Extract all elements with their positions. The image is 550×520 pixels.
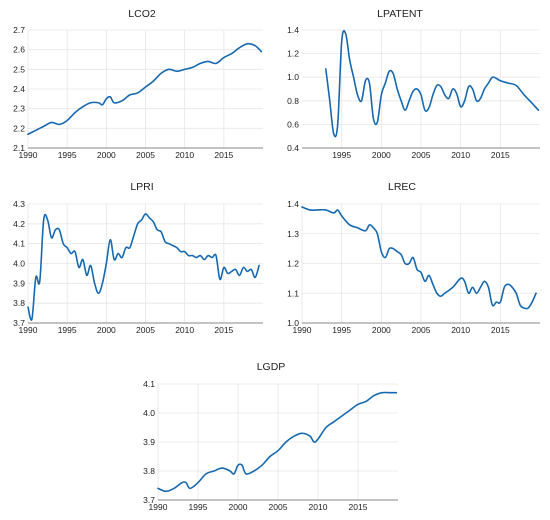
x-tick-label: 1995 (332, 325, 351, 335)
x-tick-label: 2015 (491, 150, 510, 160)
chart-panel-lgdp: LGDP 1990 1995 2000 2005 2010 2015 3.7 3.8 3.9 4.0… (143, 361, 398, 512)
chart-panel-lrec: LREC 1990 1995 2000 2005 2010 2015 1.0 1.1 1.2 1.3… (287, 181, 540, 335)
x-tick-label: 2010 (175, 150, 194, 160)
x-tick-label: 2005 (136, 150, 155, 160)
y-tick-label: 3.8 (13, 298, 25, 308)
y-tick-label: 0.8 (287, 96, 299, 106)
chart-panel-lco2: LCO2 1990 1995 2000 2005 2010 2015 2.1 2.2 2.3 2.4… (13, 8, 263, 160)
x-tick-label: 2005 (412, 325, 431, 335)
y-tick-label: 4.1 (13, 239, 25, 249)
y-tick-label: 0.4 (287, 143, 299, 153)
x-tick-label: 1995 (58, 150, 77, 160)
y-tick-label: 3.9 (143, 437, 155, 447)
chart-title: LPRI (130, 181, 153, 193)
x-tick-label: 2000 (97, 150, 116, 160)
y-tick-label: 1.4 (287, 25, 299, 35)
x-tick-label: 1995 (332, 150, 351, 160)
y-tick-label: 1.0 (287, 318, 299, 328)
y-tick-label: 3.8 (143, 466, 155, 476)
x-tick-label: 1995 (58, 325, 77, 335)
y-tick-label: 2.6 (13, 45, 25, 55)
x-tick-label: 2015 (214, 325, 233, 335)
y-tick-label: 4.1 (143, 379, 155, 389)
chart-title: LPATENT (377, 8, 423, 20)
chart-panel-lpri: LPRI 1990 1995 2000 2005 2010 2015 3.7 3.8 3.9 4.0… (13, 181, 263, 335)
chart-panel-lpatent: LPATENT 1995 2000 2005 2010 2015 0.4 0.6 0.8 1.0 1… (287, 8, 540, 160)
y-tick-label: 3.7 (13, 318, 25, 328)
chart-title: LREC (388, 181, 416, 193)
y-tick-label: 1.3 (287, 229, 299, 239)
x-tick-label: 2010 (309, 502, 328, 512)
y-tick-label: 2.1 (13, 143, 25, 153)
x-tick-label: 2015 (214, 150, 233, 160)
x-tick-label: 1990 (149, 502, 168, 512)
y-tick-label: 4.2 (13, 219, 25, 229)
y-tick-label: 1.4 (287, 199, 299, 209)
series-line (325, 30, 540, 138)
x-tick-label: 2010 (175, 325, 194, 335)
chart-title: LGDP (257, 361, 286, 373)
x-tick-label: 2000 (372, 325, 391, 335)
x-tick-label: 2000 (372, 150, 391, 160)
y-tick-label: 3.9 (13, 278, 25, 288)
y-tick-label: 0.6 (287, 119, 299, 129)
x-tick-label: 2005 (269, 502, 288, 512)
y-tick-label: 1.2 (287, 259, 299, 269)
x-tick-label: 2015 (491, 325, 510, 335)
series-line (27, 42, 263, 136)
x-tick-label: 1990 (293, 325, 312, 335)
x-tick-label: 2000 (229, 502, 248, 512)
y-tick-label: 2.4 (13, 84, 25, 94)
series-line (27, 213, 260, 321)
y-tick-label: 1.2 (287, 49, 299, 59)
y-tick-label: 2.5 (13, 64, 25, 74)
x-tick-label: 2005 (412, 150, 431, 160)
x-tick-label: 1990 (19, 150, 38, 160)
x-tick-label: 2000 (97, 325, 116, 335)
y-tick-label: 4.3 (13, 199, 25, 209)
x-tick-label: 2010 (451, 150, 470, 160)
series-line (301, 206, 537, 310)
y-tick-label: 2.3 (13, 104, 25, 114)
series-line (157, 391, 398, 493)
x-tick-label: 1990 (19, 325, 38, 335)
x-tick-label: 2005 (136, 325, 155, 335)
x-tick-label: 2015 (349, 502, 368, 512)
y-tick-label: 4.0 (143, 408, 155, 418)
y-tick-label: 4.0 (13, 259, 25, 269)
x-tick-label: 2010 (451, 325, 470, 335)
y-tick-label: 1.0 (287, 72, 299, 82)
chart-title: LCO2 (128, 8, 156, 20)
y-tick-label: 1.1 (287, 288, 299, 298)
x-tick-label: 1995 (189, 502, 208, 512)
y-tick-label: 2.2 (13, 123, 25, 133)
y-tick-label: 2.7 (13, 25, 25, 35)
y-tick-label: 3.7 (143, 495, 155, 505)
